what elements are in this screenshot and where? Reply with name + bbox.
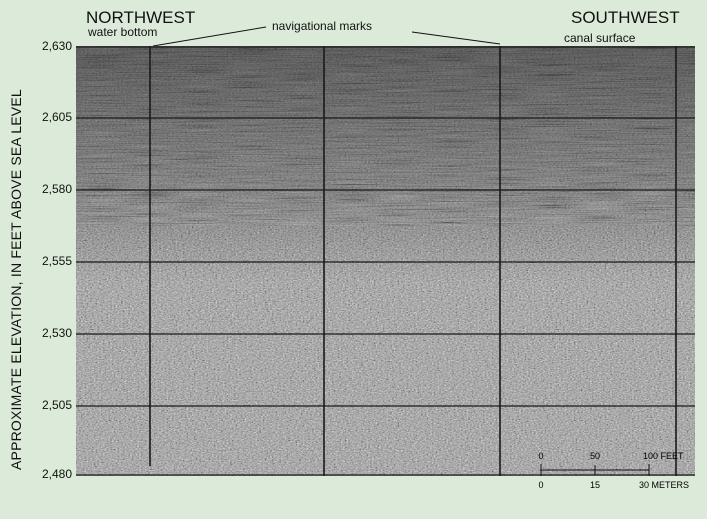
y-tick-2630: 2,630 — [41, 39, 72, 53]
navigational-marks-label: navigational marks — [272, 19, 373, 33]
y-axis-ticks: 2,630 2,605 2,580 2,555 2,530 2,505 2,48… — [26, 0, 72, 519]
y-tick-2530: 2,530 — [41, 326, 72, 340]
scale-feet-100: 100 FEET — [643, 451, 684, 461]
scale-meters-30: 30 METERS — [639, 480, 689, 490]
y-tick-2480: 2,480 — [41, 467, 72, 481]
scale-feet-0: 0 — [538, 451, 543, 461]
y-axis-title: APPROXIMATE ELEVATION, IN FEET ABOVE SEA… — [8, 89, 24, 470]
scale-bar-meters: 0 15 30 METERS — [538, 480, 689, 490]
water-bottom-label: water bottom — [88, 25, 158, 39]
y-tick-2580: 2,580 — [41, 182, 72, 196]
scale-bar-feet: 0 50 100 FEET — [538, 451, 684, 461]
southwest-label: SOUTHWEST — [571, 8, 680, 27]
annotation-leaders — [152, 26, 501, 47]
y-tick-2605: 2,605 — [41, 110, 72, 124]
scale-feet-50: 50 — [590, 451, 600, 461]
y-tick-2555: 2,555 — [41, 254, 72, 268]
scale-bar: 0 50 100 FEET 0 15 30 METERS — [538, 451, 689, 490]
scale-meters-15: 15 — [590, 480, 600, 490]
northwest-label: NORTHWEST — [86, 8, 196, 27]
y-tick-2505: 2,505 — [41, 398, 72, 412]
scale-meters-0: 0 — [538, 480, 543, 490]
seismic-profile-image — [76, 46, 695, 476]
canal-surface-label: canal surface — [564, 31, 636, 45]
seismic-profile — [76, 46, 695, 476]
